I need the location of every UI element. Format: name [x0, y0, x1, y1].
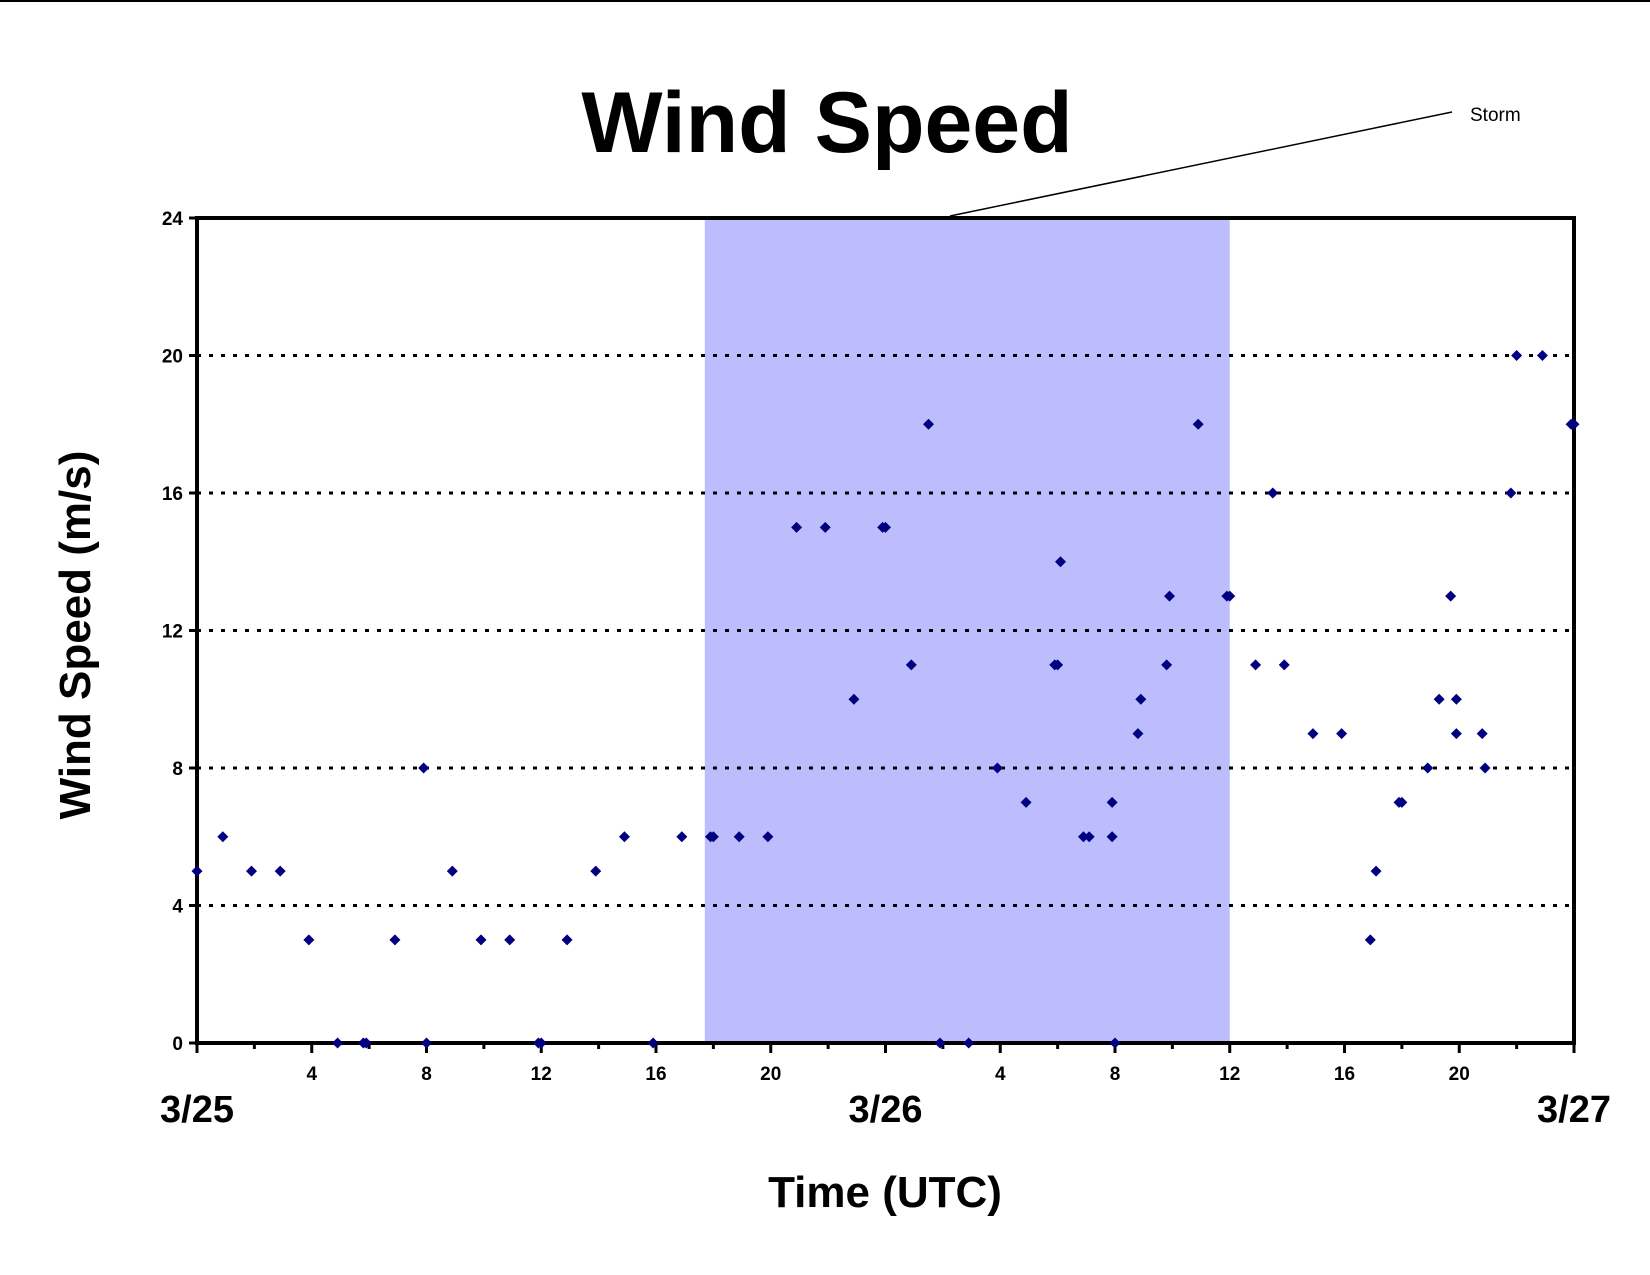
- top-border-line: [0, 0, 1650, 2]
- x-tick-label: 8: [1110, 1064, 1121, 1085]
- data-point: [504, 934, 516, 946]
- data-point: [923, 418, 935, 430]
- data-point: [733, 831, 745, 843]
- x-tick-label: 16: [1334, 1064, 1355, 1085]
- chart-title: Wind Speed: [581, 75, 1072, 171]
- data-point: [1132, 728, 1144, 740]
- data-point: [707, 831, 719, 843]
- data-point: [618, 831, 630, 843]
- data-point: [1106, 796, 1118, 808]
- data-point: [1106, 831, 1118, 843]
- data-point: [934, 1037, 946, 1049]
- data-point: [1077, 831, 1089, 843]
- data-point: [1450, 728, 1462, 740]
- data-point: [1161, 659, 1173, 671]
- x-tick-label: 12: [1219, 1064, 1240, 1085]
- data-point: [880, 521, 891, 533]
- y-axis-ticks: 0 4 8 12 16 20 24: [162, 209, 197, 1055]
- data-point: [360, 1037, 372, 1049]
- date-label: 3/25: [160, 1089, 234, 1131]
- data-point: [905, 659, 917, 671]
- x-tick-label: 8: [421, 1064, 432, 1085]
- data-point: [1054, 556, 1066, 568]
- data-point: [535, 1037, 547, 1049]
- x-tick-label: 4: [306, 1064, 317, 1085]
- data-point: [848, 693, 860, 705]
- data-point: [418, 762, 430, 774]
- data-point: [1445, 590, 1457, 602]
- data-point: [1433, 693, 1445, 705]
- data-point: [1109, 1037, 1121, 1049]
- y-tick-label: 4: [172, 897, 183, 918]
- data-point: [1479, 762, 1491, 774]
- data-point: [1422, 762, 1434, 774]
- data-point: [676, 831, 688, 843]
- data-point: [1511, 350, 1523, 361]
- y-tick-label: 20: [162, 347, 183, 368]
- data-point: [1135, 693, 1147, 705]
- data-point: [303, 934, 315, 946]
- data-point: [819, 521, 831, 533]
- x-axis-ticks: 4 8 12 16 20 4 8 12 16 20: [195, 1043, 1576, 1085]
- y-tick-label: 8: [172, 759, 183, 780]
- y-tick-label: 24: [162, 209, 184, 230]
- date-label: 3/26: [849, 1089, 923, 1131]
- data-point: [1083, 831, 1095, 843]
- data-point: [561, 934, 573, 946]
- data-point: [1450, 693, 1462, 705]
- data-point: [590, 865, 602, 877]
- data-point: [1505, 487, 1517, 499]
- data-point: [1224, 590, 1236, 602]
- y-tick-label: 0: [172, 1034, 183, 1055]
- data-point: [446, 865, 458, 877]
- data-point: [1307, 728, 1319, 740]
- data-point: [1536, 350, 1548, 361]
- data-point: [475, 934, 487, 946]
- data-point: [791, 521, 803, 533]
- x-tick-label: 4: [995, 1064, 1006, 1085]
- storm-annotation-label: Storm: [1470, 105, 1521, 126]
- y-tick-label: 16: [162, 484, 183, 505]
- data-points: [191, 350, 1580, 1049]
- y-axis-title: Wind Speed (m/s): [51, 451, 100, 820]
- data-point: [389, 934, 401, 946]
- data-point: [963, 1037, 975, 1049]
- data-point: [421, 1037, 432, 1049]
- data-point: [1250, 659, 1262, 671]
- data-point: [246, 865, 258, 877]
- data-point: [1278, 659, 1290, 671]
- date-labels: 3/25 3/26 3/27: [160, 1089, 1611, 1131]
- data-point: [991, 762, 1003, 774]
- data-point: [332, 1037, 344, 1049]
- data-point: [274, 865, 286, 877]
- storm-annotation-leader: [949, 111, 1453, 217]
- x-tick-label: 12: [531, 1064, 552, 1085]
- data-point: [1568, 418, 1580, 430]
- data-point: [1020, 796, 1032, 808]
- data-point: [1370, 865, 1382, 877]
- x-axis-title: Time (UTC): [768, 1168, 1002, 1217]
- data-point: [762, 831, 774, 843]
- x-tick-label: 20: [1449, 1064, 1470, 1085]
- data-point: [1364, 934, 1376, 946]
- data-point: [1267, 487, 1279, 499]
- data-point: [1396, 796, 1408, 808]
- data-point: [191, 865, 203, 877]
- data-point: [1164, 590, 1176, 602]
- data-point: [217, 831, 229, 843]
- date-label: 3/27: [1537, 1089, 1611, 1131]
- data-point: [1192, 418, 1204, 430]
- data-point: [1052, 659, 1064, 671]
- data-point: [1336, 728, 1348, 740]
- y-tick-label: 12: [162, 622, 183, 643]
- x-tick-label: 16: [645, 1064, 666, 1085]
- data-point: [647, 1037, 659, 1049]
- data-point: [1476, 728, 1488, 740]
- x-tick-label: 20: [760, 1064, 781, 1085]
